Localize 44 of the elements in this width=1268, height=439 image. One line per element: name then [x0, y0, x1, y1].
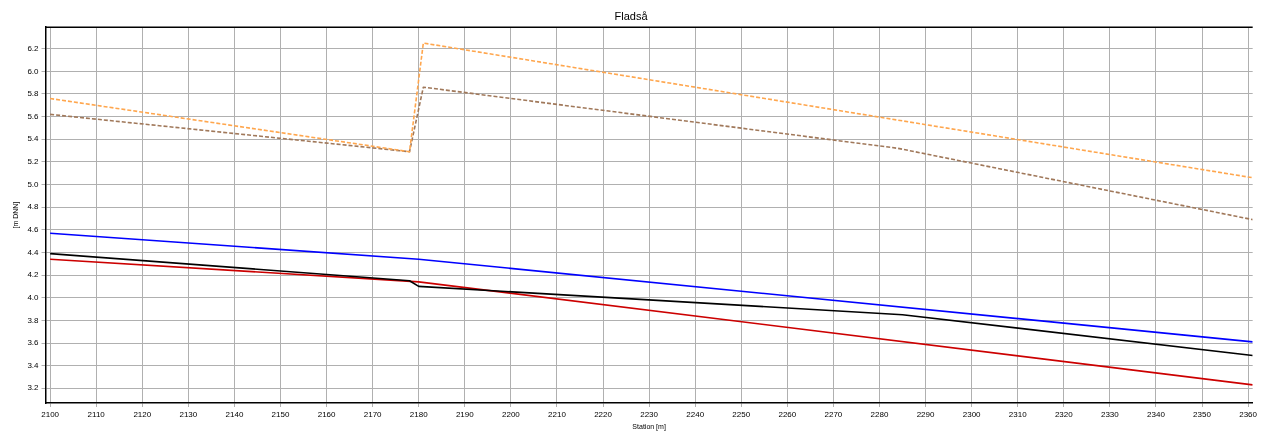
y-tick-label: 3.8	[27, 315, 40, 325]
y-tick-label: 3.2	[27, 383, 40, 393]
y-tick-label: 5.4	[27, 134, 40, 144]
x-tick-label: 2150	[271, 410, 290, 419]
y-tick-label: 3.6	[27, 338, 40, 348]
y-tick-label: 4.2	[27, 270, 40, 280]
y-tick-label: 4.8	[27, 202, 40, 212]
x-tick-label: 2250	[732, 410, 751, 419]
x-tick-label: 2280	[870, 410, 889, 419]
x-tick-label: 2240	[686, 410, 705, 419]
x-tick-label: 2350	[1193, 410, 1212, 419]
y-tick-label: 6.0	[27, 66, 40, 76]
y-tick-label: 5.0	[27, 179, 40, 189]
x-tick-label: 2170	[363, 410, 383, 419]
y-tick-label: 4.0	[27, 292, 40, 302]
x-tick-label: 2270	[824, 410, 843, 419]
x-tick-label: 2360	[1239, 410, 1258, 419]
y-tick-label: 3.4	[27, 360, 40, 370]
x-tick-label: 2330	[1100, 410, 1120, 419]
x-tick-label: 2310	[1008, 410, 1028, 419]
x-tick-label: 2140	[225, 410, 244, 419]
y-tick-label: 5.8	[27, 89, 40, 99]
x-tick-label: 2290	[916, 410, 935, 419]
x-tick-label: 2230	[640, 410, 659, 419]
x-tick-label: 2220	[594, 410, 613, 419]
y-tick-label: 6.2	[27, 43, 40, 53]
x-tick-label: 2320	[1054, 410, 1074, 419]
x-tick-label: 2110	[87, 410, 106, 419]
x-tick-label: 2100	[41, 410, 60, 419]
x-tick-label: 2340	[1147, 410, 1166, 419]
y-tick-label: 5.6	[27, 111, 40, 121]
y-tick-label: 4.4	[27, 247, 40, 257]
x-tick-label: 2180	[409, 410, 429, 419]
x-tick-label: 2160	[317, 410, 337, 419]
x-tick-label: 2210	[548, 410, 567, 419]
y-tick-label: 4.6	[27, 225, 40, 235]
x-tick-label: 2300	[962, 410, 982, 419]
x-tick-label: 2190	[455, 410, 475, 419]
y-tick-label: 5.2	[27, 157, 40, 167]
x-tick-label: 2130	[179, 410, 198, 419]
x-tick-label: 2260	[778, 410, 797, 419]
chart-title: Fladså	[614, 9, 649, 22]
x-tick-label: 2200	[501, 410, 521, 419]
x-tick-label: 2120	[133, 410, 152, 419]
